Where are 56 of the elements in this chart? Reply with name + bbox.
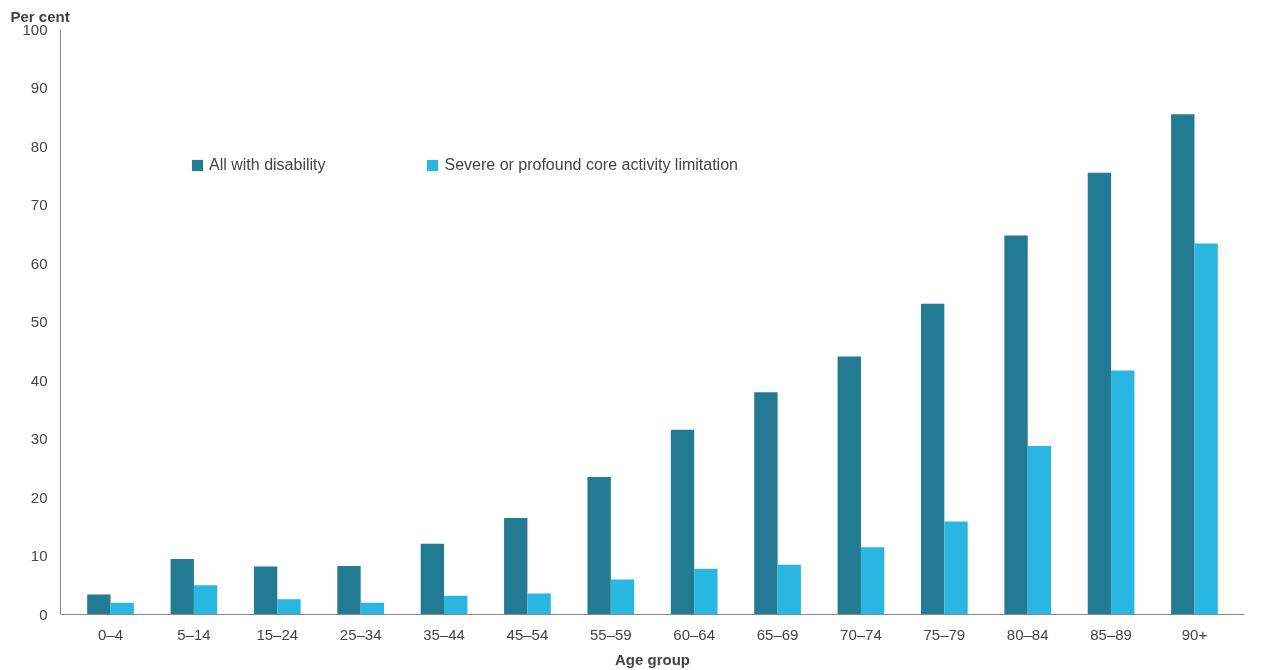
bar [170,558,194,615]
x-tick-label: 0–4 [98,625,124,643]
bar [193,585,218,615]
bar [1171,114,1195,615]
x-tick-label: 75–79 [923,625,966,643]
bar [337,565,361,615]
x-tick-label: 65–69 [756,625,799,643]
bar [1027,446,1052,615]
bar [610,579,635,615]
x-tick-label: 35–44 [423,625,465,643]
bar [110,602,134,615]
bar [277,599,301,615]
y-tick-label: 20 [30,488,48,506]
x-tick-label: 90+ [1181,625,1208,643]
legend-label: All with disability [209,156,326,174]
bar [360,602,385,615]
bar [253,566,278,615]
x-tick-label: 5–14 [177,625,211,643]
x-tick-label: 55–59 [589,625,632,643]
y-tick-label: 10 [30,547,48,564]
x-axis-title: Age group [615,650,690,668]
y-tick-label: 0 [39,605,48,623]
bar [777,564,801,615]
bar [860,547,885,615]
bar [444,595,468,615]
y-tick-label: 40 [30,371,48,389]
bar [1111,370,1135,615]
y-tick-label: 80 [30,137,48,155]
bar [837,356,861,615]
y-tick-label: 60 [30,254,48,272]
x-tick-label: 15–24 [256,625,299,643]
y-tick-label: 70 [30,196,48,213]
bar [944,521,968,615]
bar [1004,235,1028,615]
bar [87,594,111,615]
bar [1087,172,1112,615]
bar [920,303,945,615]
y-tick-label: 30 [30,430,48,447]
y-tick-label: 90 [30,79,48,96]
x-tick-label: 85–89 [1090,625,1132,643]
legend-label: Severe or profound core activity limitation [444,156,738,174]
bar [420,543,445,615]
x-tick-label: 45–54 [506,625,549,643]
y-tick-label: 50 [30,313,48,330]
bar [587,477,611,615]
bar [754,392,778,615]
bar [527,593,551,615]
bar [504,517,528,615]
bar [1194,243,1218,615]
x-tick-label: 60–64 [673,625,716,643]
bar [670,429,695,615]
bar [694,568,718,615]
x-tick-label: 25–34 [339,625,382,643]
x-tick-label: 70–74 [840,625,882,643]
y-axis-title: Per cent [10,7,70,25]
x-tick-label: 80–84 [1006,625,1049,643]
